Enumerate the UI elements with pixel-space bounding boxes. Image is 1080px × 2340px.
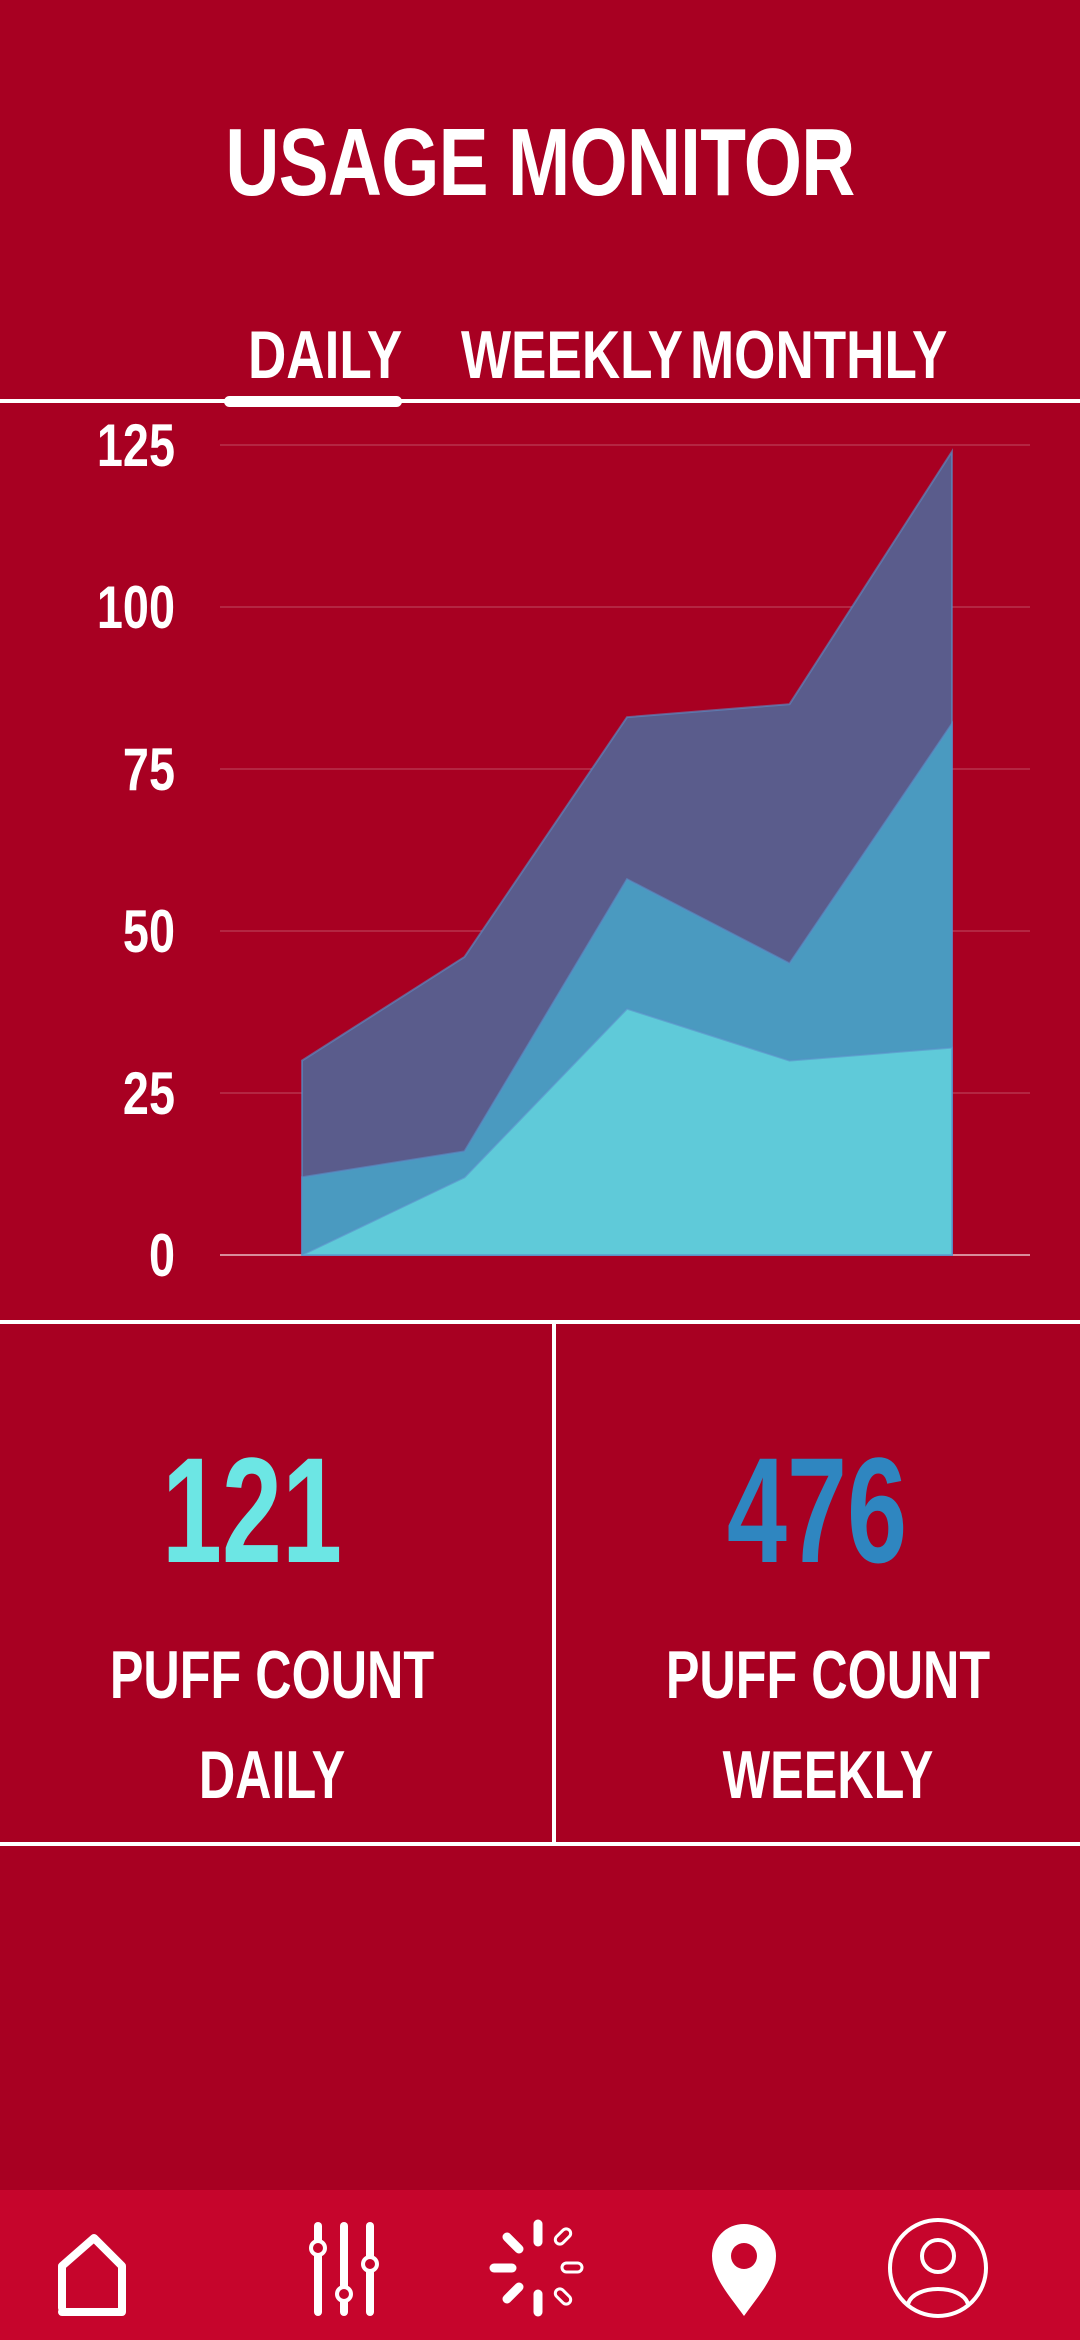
usage-area-chart: 0 25 50 75 100 125 (97, 412, 1030, 1289)
nav-profile[interactable] (878, 2208, 998, 2328)
tab-weekly[interactable]: WEEKLY (461, 317, 684, 393)
stats-divider (552, 1322, 556, 1844)
daily-puff-count: 121 (161, 1426, 343, 1594)
loading-icon (489, 2219, 584, 2317)
tab-monthly[interactable]: MONTHLY (690, 317, 948, 393)
page-title: USAGE MONITOR (225, 109, 855, 216)
bottom-nav (0, 2190, 1080, 2340)
tabs-divider (0, 399, 1080, 403)
daily-puff-label: PUFF COUNT DAILY (69, 1625, 476, 1825)
y-tick-label: 50 (123, 898, 175, 965)
daily-puff-label-line1: PUFF COUNT (109, 1637, 435, 1713)
daily-puff-stat: 121 PUFF COUNT DAILY (0, 1325, 550, 1845)
y-tick-label: 75 (123, 736, 175, 803)
y-tick-label: 0 (149, 1222, 175, 1289)
y-tick-label: 125 (97, 412, 175, 479)
sliders-icon (309, 2222, 379, 2316)
weekly-puff-label-line1: PUFF COUNT (665, 1637, 991, 1713)
y-tick-label: 100 (97, 574, 175, 641)
profile-icon (888, 2218, 988, 2318)
tab-daily[interactable]: DAILY (248, 317, 403, 393)
weekly-puff-label: PUFF COUNT WEEKLY (625, 1625, 1032, 1825)
daily-puff-label-line2: DAILY (198, 1737, 346, 1813)
weekly-puff-stat: 476 PUFF COUNT WEEKLY (556, 1325, 1080, 1845)
period-tabs: DAILY WEEKLY MONTHLY (0, 300, 1080, 410)
nav-location[interactable] (684, 2208, 804, 2328)
home-icon (58, 2234, 126, 2316)
nav-controls[interactable] (284, 2208, 404, 2328)
stats-bottom-divider (0, 1842, 1080, 1846)
nav-loading[interactable] (478, 2208, 598, 2328)
weekly-puff-label-line2: WEEKLY (722, 1737, 934, 1813)
area-series-3 (301, 1007, 953, 1256)
weekly-puff-count: 476 (726, 1426, 908, 1594)
nav-home[interactable] (34, 2208, 154, 2328)
chart-divider (0, 1320, 1080, 1324)
y-tick-label: 25 (123, 1060, 175, 1127)
location-pin-icon (712, 2224, 776, 2316)
